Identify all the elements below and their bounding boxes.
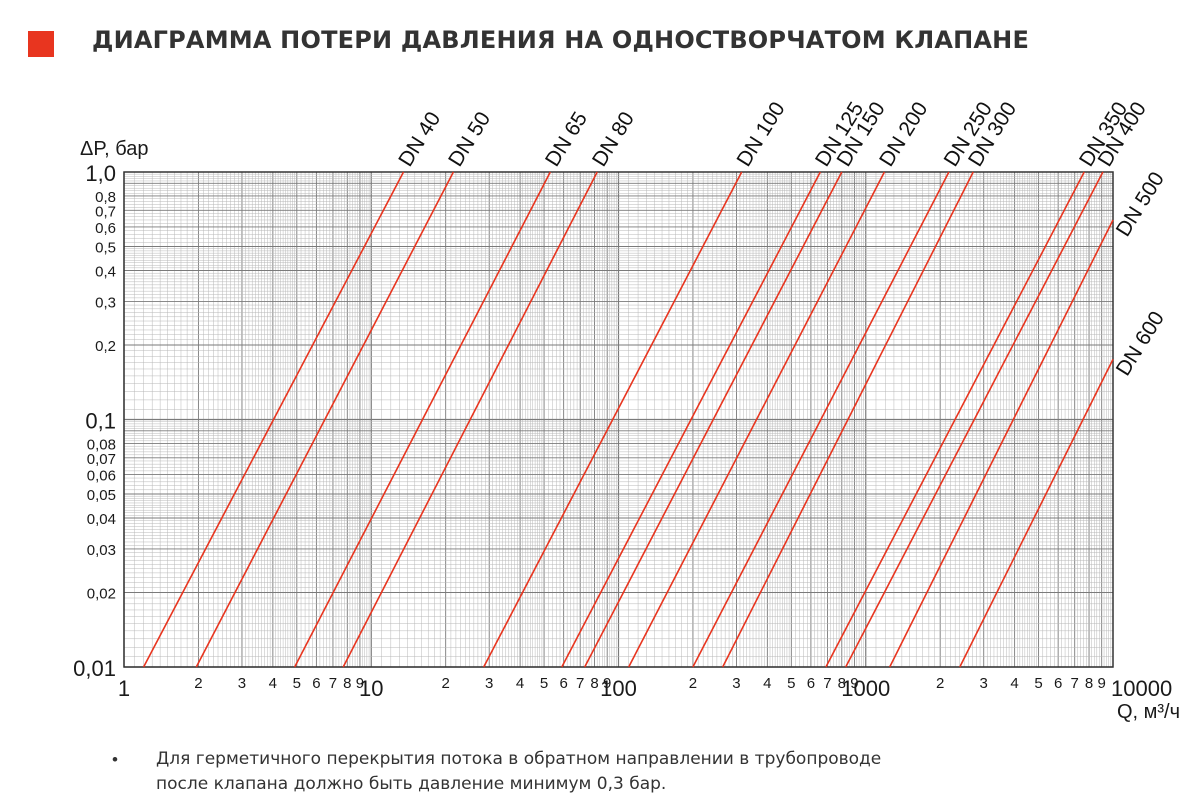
y-tick-label: 0,05 xyxy=(87,487,116,504)
x-tick-label: 9 xyxy=(1098,675,1106,692)
series-line-dn-65 xyxy=(293,171,552,668)
x-tick-label: 9 xyxy=(850,675,858,692)
series-line-dn-300 xyxy=(721,171,974,668)
series-label-dn-500: DN 500 xyxy=(1112,168,1169,241)
series-line-dn-350 xyxy=(825,171,1085,668)
note-line-1: Для герметичного перекрытия потока в обр… xyxy=(156,749,882,769)
y-axis-tick-labels: 1,0 0,80,70,6 0,5 0,4 0,3 0,2 0,1 0,080,070,06 0… xyxy=(73,161,116,681)
x-tick-label: 5 xyxy=(293,675,301,692)
note-line-2: после клапана должно быть давление миним… xyxy=(156,774,667,794)
chart-series-lines xyxy=(142,171,1114,668)
chart-frame xyxy=(123,171,1114,668)
plot-frame xyxy=(123,171,1114,668)
x-tick-label: 2 xyxy=(936,675,944,692)
x-tick-label: 6 xyxy=(1054,675,1062,692)
y-tick-label: 0,4 xyxy=(95,263,116,280)
page-title: ДИАГРАММА ПОТЕРИ ДАВЛЕНИЯ НА ОДНОСТВОРЧА… xyxy=(92,26,1030,54)
y-tick-label: 0,07 xyxy=(87,451,116,468)
x-tick-label: 4 xyxy=(516,675,524,692)
series-line-dn-250 xyxy=(692,171,950,668)
series-label-dn-600: DN 600 xyxy=(1112,307,1169,380)
x-tick-label: 7 xyxy=(823,675,831,692)
series-line-dn-100 xyxy=(482,171,743,668)
x-tick-label: 4 xyxy=(269,675,277,692)
y-axis-title: ΔP, бар xyxy=(80,138,148,160)
x-tick-label: 6 xyxy=(559,675,567,692)
x-tick-label: 5 xyxy=(540,675,548,692)
y-tick-label: 0,06 xyxy=(87,467,116,484)
x-tick-label: 10000 xyxy=(1111,676,1172,701)
x-tick-label: 8 xyxy=(1085,675,1093,692)
x-tick-label: 3 xyxy=(732,675,740,692)
x-tick-label: 8 xyxy=(838,675,846,692)
series-label-dn-50: DN 50 xyxy=(444,108,495,171)
x-tick-label: 8 xyxy=(590,675,598,692)
x-tick-label: 100 xyxy=(600,676,637,701)
x-tick-label: 3 xyxy=(238,675,246,692)
y-tick-label: 0,6 xyxy=(95,220,116,237)
y-tick-label: 0,08 xyxy=(87,436,116,453)
x-tick-label: 4 xyxy=(1010,675,1018,692)
series-label-dn-65: DN 65 xyxy=(541,108,592,171)
chart-grid xyxy=(123,172,1113,668)
x-tick-label: 6 xyxy=(312,675,320,692)
x-tick-label: 3 xyxy=(485,675,493,692)
y-tick-label: 0,03 xyxy=(87,542,116,559)
note-bullet: • xyxy=(112,750,118,769)
x-tick-label: 7 xyxy=(329,675,337,692)
series-line-dn-150 xyxy=(583,171,843,668)
series-label-dn-80: DN 80 xyxy=(588,108,639,171)
x-tick-label: 3 xyxy=(980,675,988,692)
x-tick-label: 1000 xyxy=(841,676,890,701)
x-tick-label: 6 xyxy=(807,675,815,692)
y-tick-label: 0,2 xyxy=(95,338,116,355)
x-axis-title: Q, м³/ч xyxy=(1117,701,1180,723)
x-tick-label: 8 xyxy=(343,675,351,692)
x-tick-label: 7 xyxy=(576,675,584,692)
series-line-dn-500 xyxy=(888,219,1114,668)
series-line-dn-80 xyxy=(342,171,598,668)
series-line-dn-600 xyxy=(959,358,1114,668)
y-tick-label: 0,01 xyxy=(73,656,116,681)
y-tick-label: 0,5 xyxy=(95,240,116,257)
series-label-dn-100: DN 100 xyxy=(732,98,789,171)
series-line-dn-50 xyxy=(195,171,455,668)
y-tick-label: 0,3 xyxy=(95,294,116,311)
series-label-dn-40: DN 40 xyxy=(394,108,445,171)
x-tick-label: 5 xyxy=(787,675,795,692)
x-tick-label: 9 xyxy=(603,675,611,692)
y-tick-label: 0,02 xyxy=(87,585,116,602)
y-tick-label: 0,1 xyxy=(85,409,116,434)
y-tick-label: 0,7 xyxy=(95,203,116,220)
y-tick-label: 1,0 xyxy=(85,161,116,186)
x-tick-label: 10 xyxy=(359,676,383,701)
series-line-dn-125 xyxy=(561,171,822,668)
x-tick-label: 4 xyxy=(763,675,771,692)
x-tick-label: 1 xyxy=(118,676,130,701)
series-line-dn-40 xyxy=(142,171,405,668)
x-tick-label: 2 xyxy=(689,675,697,692)
note-text: Для герметичного перекрытия потока в обр… xyxy=(156,747,956,797)
series-line-dn-200 xyxy=(627,171,886,668)
x-tick-label: 7 xyxy=(1071,675,1079,692)
x-tick-label: 2 xyxy=(194,675,202,692)
x-tick-label: 9 xyxy=(356,675,364,692)
y-tick-label: 0,04 xyxy=(87,511,116,528)
x-tick-label: 2 xyxy=(442,675,450,692)
series-line-dn-400 xyxy=(844,171,1104,668)
title-marker-square xyxy=(28,31,54,57)
y-tick-label: 0,8 xyxy=(95,189,116,206)
x-tick-label: 5 xyxy=(1034,675,1042,692)
